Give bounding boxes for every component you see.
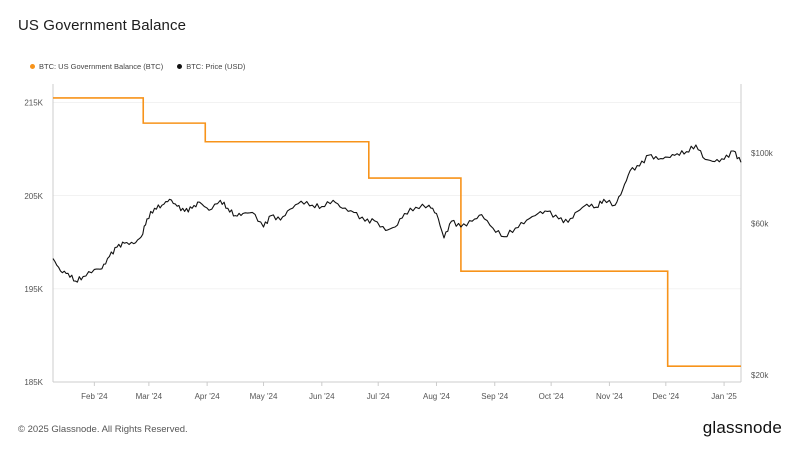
chart-title: US Government Balance [18, 17, 187, 34]
legend-label-balance: BTC: US Government Balance (BTC) [39, 62, 164, 71]
right-tick-label: $20k [751, 371, 769, 380]
left-tick-label: 205K [24, 192, 43, 201]
x-tick-label: Apr '24 [195, 392, 221, 401]
grid-layer [53, 102, 741, 383]
x-tick-label: Jun '24 [309, 392, 335, 401]
left-tick-label: 215K [24, 99, 43, 108]
x-tick-label: Sep '24 [481, 392, 508, 401]
x-tick-label: Oct '24 [539, 392, 565, 401]
chart-legend: BTC: US Government Balance (BTC) BTC: Pr… [30, 62, 245, 71]
x-tick-label: Feb '24 [81, 392, 108, 401]
brand-logo[interactable]: glassnode [702, 418, 782, 437]
x-tick-label: May '24 [250, 392, 278, 401]
tick-label-layer: 185K 195K 205K 215K $20k $60k $100k Feb '24 Mar … [24, 99, 773, 401]
left-tick-label: 195K [24, 285, 43, 294]
series-layer [52, 97, 742, 367]
axes-layer [52, 84, 742, 386]
x-tick-label: Mar '24 [136, 392, 163, 401]
copyright-text: © 2025 Glassnode. All Rights Reserved. [18, 424, 188, 435]
x-tick-label: Dec '24 [652, 392, 679, 401]
legend-label-price: BTC: Price (USD) [186, 62, 246, 71]
left-tick-label: 185K [24, 378, 43, 387]
x-tick-label: Aug '24 [423, 392, 450, 401]
right-tick-label: $100k [751, 149, 774, 158]
balance-series-line [53, 97, 741, 367]
legend-item-price[interactable]: BTC: Price (USD) [177, 62, 245, 71]
x-tick-label: Nov '24 [596, 392, 623, 401]
x-tick-label: Jul '24 [367, 392, 390, 401]
right-tick-label: $60k [751, 219, 769, 228]
legend-dot-balance [30, 64, 35, 69]
price-series-line [52, 144, 742, 283]
legend-item-balance[interactable]: BTC: US Government Balance (BTC) [30, 62, 163, 71]
x-tick-label: Jan '25 [711, 392, 737, 401]
legend-dot-price [177, 64, 183, 69]
